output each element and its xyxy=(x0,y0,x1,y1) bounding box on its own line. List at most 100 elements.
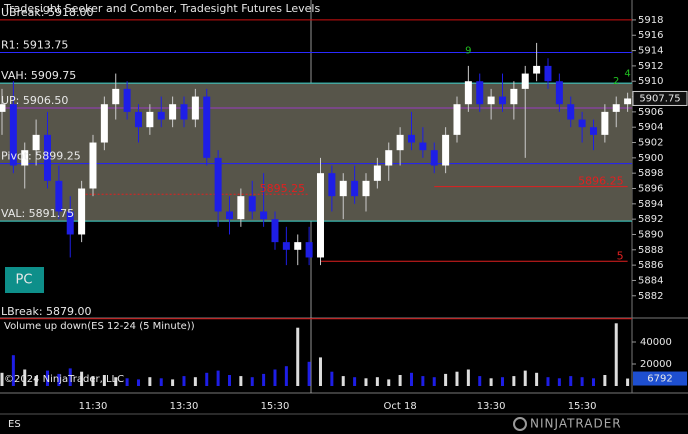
last-price-tag xyxy=(632,90,688,106)
candle-body xyxy=(43,134,51,181)
candle-body xyxy=(214,157,222,212)
level-label: LBreak: 5879.00 xyxy=(1,305,92,318)
candle-body xyxy=(237,196,245,220)
candle-body xyxy=(567,104,575,120)
candle-body xyxy=(362,180,370,197)
candle-body xyxy=(396,134,404,151)
volume-bar xyxy=(68,368,72,386)
x-tick-label: 13:30 xyxy=(477,401,506,412)
candle-body xyxy=(612,104,620,112)
x-tick-label: Oct 18 xyxy=(384,401,417,412)
signal: 4 xyxy=(624,69,630,80)
candle-body xyxy=(373,165,381,181)
candle-body xyxy=(203,96,211,158)
candle-body xyxy=(316,173,324,258)
candle-body xyxy=(601,111,609,135)
y-tick-label: 5884 xyxy=(638,275,663,286)
y-tick-label: 5890 xyxy=(638,229,663,240)
volume-bar xyxy=(364,378,368,386)
candle-body xyxy=(0,104,6,112)
volume-bar xyxy=(591,378,595,386)
candle-body xyxy=(385,150,393,166)
candle-body xyxy=(305,242,313,258)
candle-body xyxy=(589,127,597,135)
volume-bar xyxy=(353,377,357,386)
candle-body xyxy=(533,65,541,74)
candle-body xyxy=(351,180,359,197)
candle-body xyxy=(271,219,279,243)
candle-body xyxy=(476,81,484,105)
candle-body xyxy=(66,211,74,235)
volume-bar xyxy=(466,369,470,386)
volume-bar xyxy=(227,375,231,386)
volume-bar xyxy=(500,377,504,386)
volume-bar xyxy=(512,376,516,386)
candle-body xyxy=(169,104,177,120)
pc-button-label[interactable]: PC xyxy=(16,273,33,288)
volume-bar xyxy=(171,379,175,386)
candle-body xyxy=(191,96,199,120)
candle-body xyxy=(555,81,563,105)
volume-bar xyxy=(478,376,482,386)
x-tick-label: 11:30 xyxy=(79,401,108,412)
candle-body xyxy=(225,211,233,220)
volume-bar xyxy=(489,378,493,386)
volume-bar xyxy=(125,378,129,386)
volume-bar xyxy=(546,377,550,386)
x-tick-label: 13:30 xyxy=(170,401,199,412)
volume-bar xyxy=(239,376,243,386)
candle-body xyxy=(21,150,29,166)
candle-body xyxy=(419,142,427,151)
candle-body xyxy=(578,119,586,128)
level-label: R1: 5913.75 xyxy=(1,38,68,51)
y-tick-label: 5888 xyxy=(638,245,663,256)
candle-body xyxy=(328,173,336,197)
volume-bar xyxy=(216,370,220,386)
symbol: ES xyxy=(8,419,21,430)
signal: 9 xyxy=(465,46,471,57)
level-label: VAH: 5909.75 xyxy=(1,69,76,82)
candle-body xyxy=(544,65,552,82)
y-tick-label: 5916 xyxy=(638,30,663,41)
candle-body xyxy=(260,211,268,220)
volume-bar xyxy=(102,375,106,386)
volume-bar xyxy=(569,376,573,386)
volume-bar xyxy=(387,379,391,386)
candle-body xyxy=(339,180,347,197)
volume-bar xyxy=(421,376,425,386)
pc-button[interactable] xyxy=(5,267,44,293)
y-tick-label: 5912 xyxy=(638,61,663,72)
volume-bar xyxy=(45,370,49,386)
candle-body xyxy=(442,134,450,166)
last-price-label: 5907.75 xyxy=(639,93,680,104)
level-label: VAL: 5891.75 xyxy=(1,207,74,220)
y-tick-label: 5914 xyxy=(638,46,663,57)
candle-body xyxy=(487,96,495,105)
y-tick-label: 5894 xyxy=(638,199,663,210)
candle-body xyxy=(9,104,17,166)
candle-body xyxy=(407,134,415,143)
y-tick-label: 5910 xyxy=(638,76,663,87)
candle-body xyxy=(510,88,518,105)
level-label: Pivot: 5899.25 xyxy=(1,150,81,163)
candle-body xyxy=(157,111,165,120)
candle-body xyxy=(282,242,290,250)
candle-body xyxy=(464,81,472,105)
marker-label: 5 xyxy=(617,249,624,262)
y-tick-label: 5900 xyxy=(638,153,663,164)
candle-body xyxy=(89,142,97,189)
volume-bar xyxy=(148,377,152,386)
last-volume-label: 6792 xyxy=(647,374,672,385)
candle-body xyxy=(294,242,302,250)
volume-bar xyxy=(262,373,266,386)
y-tick-label: 5892 xyxy=(638,214,663,225)
volume-tick-label: 40000 xyxy=(640,337,672,348)
volume-bar xyxy=(23,369,27,386)
volume-bar xyxy=(250,377,254,386)
y-tick-label: 5896 xyxy=(638,184,663,195)
volume-bar xyxy=(0,372,4,386)
level-label: UP: 5906.50 xyxy=(1,94,68,107)
volume-bar xyxy=(11,355,15,386)
volume-bar xyxy=(80,371,84,386)
